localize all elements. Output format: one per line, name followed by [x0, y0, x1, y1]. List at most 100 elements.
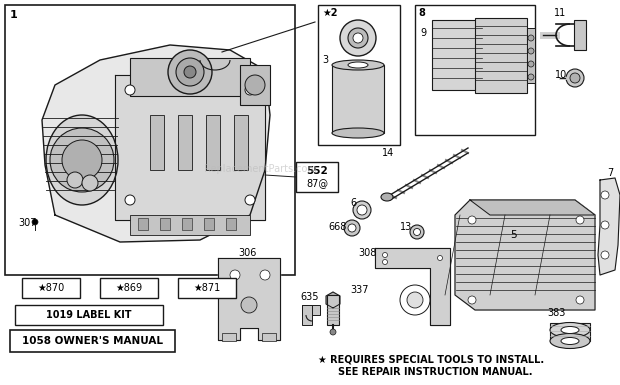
- Circle shape: [230, 270, 240, 280]
- Circle shape: [241, 297, 257, 313]
- Text: 7: 7: [607, 168, 613, 178]
- Circle shape: [528, 61, 534, 67]
- Bar: [226, 218, 236, 230]
- Circle shape: [32, 219, 38, 225]
- Circle shape: [357, 205, 367, 215]
- Circle shape: [50, 128, 114, 192]
- Bar: [178, 278, 236, 298]
- Circle shape: [245, 195, 255, 205]
- Text: 14: 14: [382, 148, 394, 158]
- Circle shape: [383, 259, 388, 264]
- Text: 306: 306: [238, 248, 257, 258]
- Bar: [130, 58, 250, 96]
- Text: ★869: ★869: [115, 283, 143, 293]
- Ellipse shape: [46, 115, 118, 205]
- Bar: [262, 333, 276, 341]
- Circle shape: [414, 229, 420, 236]
- Circle shape: [82, 175, 98, 191]
- Bar: [432, 20, 482, 90]
- Circle shape: [468, 296, 476, 304]
- Bar: [100, 278, 158, 298]
- Ellipse shape: [332, 128, 384, 138]
- Ellipse shape: [348, 62, 368, 68]
- Polygon shape: [598, 178, 620, 275]
- Bar: [160, 218, 170, 230]
- Text: 668: 668: [328, 222, 347, 232]
- Text: 552: 552: [306, 166, 328, 176]
- Circle shape: [576, 296, 584, 304]
- Circle shape: [438, 256, 443, 261]
- Circle shape: [348, 28, 368, 48]
- Text: ★871: ★871: [193, 283, 221, 293]
- Bar: [22, 278, 80, 298]
- Circle shape: [125, 85, 135, 95]
- Polygon shape: [455, 200, 595, 310]
- Bar: [332, 65, 384, 133]
- Circle shape: [168, 50, 212, 94]
- Circle shape: [383, 253, 388, 258]
- Ellipse shape: [550, 333, 590, 348]
- Circle shape: [570, 73, 580, 83]
- Bar: [550, 323, 590, 341]
- Text: 308: 308: [358, 248, 376, 258]
- Text: 10: 10: [555, 70, 567, 80]
- Circle shape: [245, 75, 265, 95]
- Circle shape: [528, 35, 534, 41]
- Polygon shape: [115, 75, 265, 220]
- Circle shape: [125, 195, 135, 205]
- Bar: [415, 5, 535, 135]
- Ellipse shape: [332, 60, 384, 70]
- Ellipse shape: [550, 323, 590, 338]
- Text: 383: 383: [547, 308, 565, 318]
- Text: 1019 LABEL KIT: 1019 LABEL KIT: [46, 310, 132, 320]
- Polygon shape: [42, 45, 270, 242]
- Circle shape: [353, 33, 363, 43]
- Bar: [527, 28, 535, 83]
- Text: 13: 13: [400, 222, 412, 232]
- Ellipse shape: [381, 193, 393, 201]
- Circle shape: [601, 251, 609, 259]
- Bar: [15, 305, 163, 325]
- Bar: [150, 115, 164, 170]
- Text: 5: 5: [510, 230, 516, 240]
- Text: 11: 11: [554, 8, 566, 18]
- Circle shape: [468, 216, 476, 224]
- Ellipse shape: [561, 338, 579, 345]
- Bar: [222, 333, 236, 341]
- Circle shape: [566, 69, 584, 87]
- Text: 9: 9: [420, 28, 426, 38]
- Text: 307: 307: [18, 218, 37, 228]
- Circle shape: [340, 20, 376, 56]
- Bar: [5, 5, 295, 275]
- Circle shape: [528, 74, 534, 80]
- Circle shape: [184, 66, 196, 78]
- Text: ★ REQUIRES SPECIAL TOOLS TO INSTALL.: ★ REQUIRES SPECIAL TOOLS TO INSTALL.: [318, 354, 544, 364]
- Text: 87@: 87@: [306, 178, 328, 188]
- Circle shape: [67, 172, 83, 188]
- Polygon shape: [375, 248, 450, 325]
- Circle shape: [601, 221, 609, 229]
- Bar: [302, 305, 320, 315]
- Circle shape: [400, 285, 430, 315]
- Circle shape: [260, 270, 270, 280]
- Bar: [296, 162, 338, 192]
- Bar: [206, 115, 220, 170]
- Bar: [234, 115, 248, 170]
- Bar: [182, 218, 192, 230]
- Text: ★870: ★870: [37, 283, 64, 293]
- Polygon shape: [470, 200, 595, 215]
- Bar: [204, 218, 214, 230]
- Text: 3: 3: [322, 55, 328, 65]
- Circle shape: [62, 140, 102, 180]
- Text: ReplacementParts.com: ReplacementParts.com: [204, 164, 317, 174]
- Text: ★2: ★2: [322, 8, 337, 18]
- Circle shape: [353, 201, 371, 219]
- Circle shape: [330, 329, 336, 335]
- Circle shape: [176, 58, 204, 86]
- Polygon shape: [218, 258, 280, 340]
- Bar: [318, 5, 400, 145]
- Text: 8: 8: [418, 8, 425, 18]
- Circle shape: [407, 292, 423, 308]
- Text: SEE REPAIR INSTRUCTION MANUAL.: SEE REPAIR INSTRUCTION MANUAL.: [338, 367, 533, 377]
- Circle shape: [348, 224, 356, 232]
